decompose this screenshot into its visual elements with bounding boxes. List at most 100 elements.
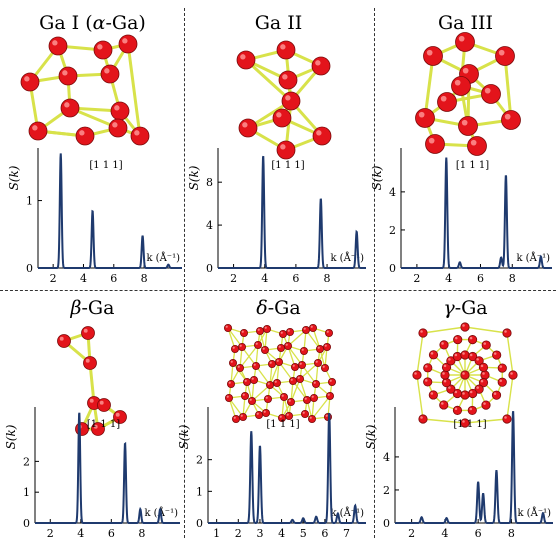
atom: [418, 414, 428, 424]
atom: [460, 418, 470, 428]
bond: [269, 361, 280, 386]
atom: [415, 108, 435, 128]
atom: [273, 379, 282, 388]
atom: [279, 329, 288, 338]
y-tick-label: 0: [383, 517, 390, 530]
atom: [301, 410, 310, 419]
atom: [497, 363, 507, 373]
panel-gamma-ga: γ-Ga 2 4 6 8 0 2 4 S(k) k (Å⁻¹) [1 1 1]: [364, 271, 556, 542]
atom: [264, 395, 273, 404]
atom: [312, 380, 321, 389]
atom: [236, 364, 245, 373]
atom: [224, 324, 233, 332]
atom: [296, 375, 305, 384]
atom: [280, 393, 289, 402]
atom: [252, 362, 261, 371]
atom: [312, 126, 332, 146]
x-tick-label: 6: [321, 527, 328, 540]
atom: [502, 328, 512, 338]
atom: [241, 392, 250, 401]
atom: [451, 76, 471, 96]
panel-title: Ga II: [254, 12, 303, 34]
vertical-divider-left: [184, 8, 185, 538]
x-tick-label: 8: [324, 272, 331, 285]
panel-beta-ga: β-Ga 2 4 6 8 0 1 2 S(k) k (Å⁻¹) [1 1 1]: [0, 271, 185, 542]
atom: [412, 370, 422, 380]
atom: [467, 335, 478, 345]
atom: [423, 363, 433, 373]
y-tick-label: 0: [23, 517, 30, 530]
bond: [239, 344, 259, 369]
y-tick-label: 1: [26, 195, 33, 208]
x-tick-label: 8: [509, 272, 516, 285]
atom: [231, 344, 240, 353]
x-tick-label: 3: [256, 527, 263, 540]
atom: [254, 340, 263, 349]
atom: [58, 66, 78, 86]
atom: [309, 324, 318, 332]
panel-title: Ga III: [437, 12, 494, 34]
y-tick-label: 2: [23, 455, 30, 468]
atom: [225, 394, 234, 403]
atom: [310, 394, 319, 403]
atom: [100, 64, 120, 84]
atom: [478, 378, 489, 388]
x-tick-label: 2: [50, 272, 57, 285]
atom: [322, 342, 331, 351]
annotation-label: [1 1 1]: [453, 419, 486, 430]
atom: [93, 40, 113, 60]
x-axis-label: k (Å⁻¹): [146, 252, 180, 264]
atom: [495, 46, 515, 66]
bond: [311, 395, 331, 420]
x-tick-label: 1: [213, 527, 220, 540]
atom: [474, 384, 484, 394]
atom: [48, 36, 68, 56]
atom: [91, 422, 105, 436]
atom: [492, 350, 502, 360]
bond: [464, 326, 508, 334]
bond: [423, 54, 435, 120]
bond: [251, 384, 271, 402]
atom: [508, 370, 518, 380]
x-tick-label: 8: [508, 527, 515, 540]
panel-ga-ii: Ga II 2 4 6 8 0 4 8 S(k) k (Å⁻¹) [1 1 1]: [186, 0, 371, 285]
atom: [60, 98, 80, 118]
atom: [278, 70, 298, 90]
x-tick-label: 4: [80, 272, 87, 285]
bond: [126, 42, 142, 138]
sk-curve: [401, 157, 552, 269]
atom: [453, 334, 463, 345]
panel-ga-i: Ga I (α-Ga) 2 4 6 8 0 1 S(k) k (Å⁻¹) [1 1 1]: [0, 0, 185, 285]
atom: [478, 362, 489, 372]
atom: [481, 400, 491, 410]
atom: [236, 50, 256, 70]
x-tick-label: 4: [441, 527, 448, 540]
atom: [298, 361, 307, 370]
bond: [422, 418, 466, 424]
x-tick-label: 8: [141, 272, 148, 285]
atom: [308, 415, 317, 424]
x-axis-label: k (Å⁻¹): [516, 252, 550, 264]
atom: [239, 413, 248, 422]
bond: [506, 374, 514, 420]
atom: [250, 376, 259, 385]
y-tick-label: 2: [196, 454, 203, 467]
x-tick-label: 2: [230, 272, 237, 285]
atom: [313, 359, 322, 368]
atom: [300, 346, 309, 355]
panel-delta-ga: δ-Ga 1 2 3 4 5 6 7 0 1 2 S(k) k (Å⁻¹) [1 1 1]: [177, 271, 371, 542]
atom: [446, 356, 456, 366]
y-axis-label: S(k): [370, 165, 384, 190]
atom: [275, 358, 284, 367]
atom: [481, 84, 501, 104]
sk-curve: [208, 412, 366, 524]
ga-i-crystal-structure: [20, 34, 150, 146]
atom: [240, 328, 249, 337]
y-axis-label: S(k): [7, 165, 21, 190]
atom: [262, 409, 271, 418]
ga-iii-crystal-structure: [415, 32, 521, 156]
atom: [83, 356, 97, 370]
atom: [437, 92, 457, 112]
x-tick-label: 4: [278, 527, 285, 540]
